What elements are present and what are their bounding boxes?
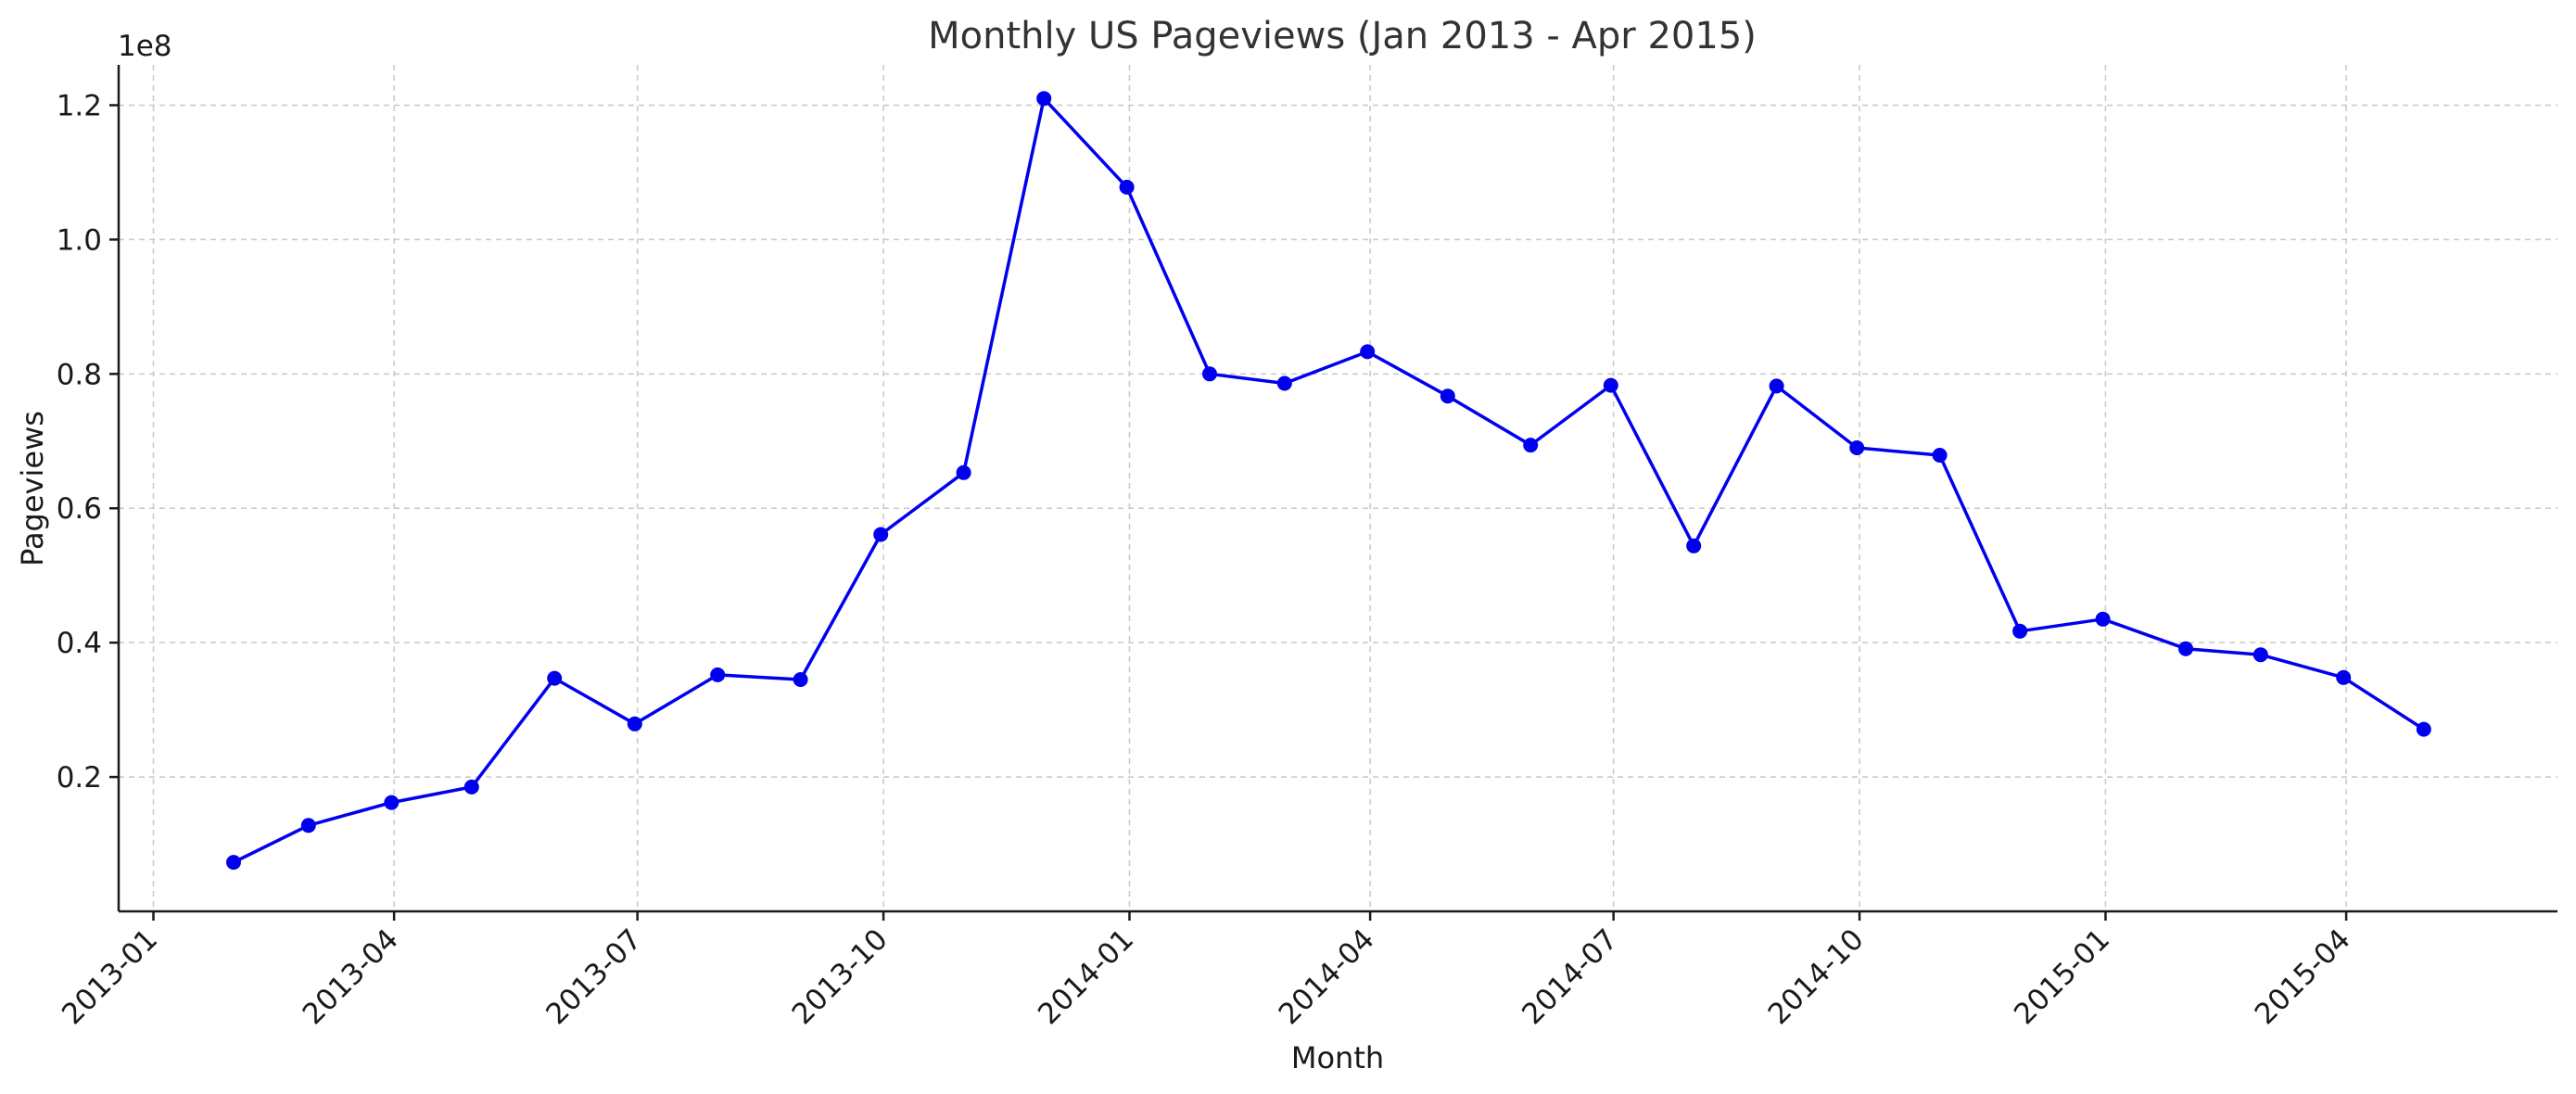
x-tick-label: 2015-04 (2249, 922, 2357, 1031)
data-point (793, 672, 808, 687)
x-tick-label: 2015-01 (2008, 922, 2116, 1031)
data-point (627, 716, 642, 731)
series-line (233, 96, 2425, 864)
y-tick-label: 0.6 (57, 492, 102, 526)
y-tick-label: 0.8 (57, 358, 102, 391)
x-tick-label: 2013-04 (297, 922, 405, 1031)
data-point (384, 795, 400, 810)
x-tick-label: 2014-01 (1032, 922, 1140, 1031)
x-tick-label: 2013-10 (786, 922, 895, 1031)
y-tick-label: 0.4 (57, 627, 102, 660)
x-axis-label: Month (1291, 1040, 1384, 1075)
data-point (2252, 647, 2268, 663)
y-tick-label: 0.2 (57, 761, 102, 795)
data-point (1849, 440, 1865, 455)
data-point (1769, 378, 1784, 394)
axes (117, 65, 2557, 913)
data-point (1686, 538, 1702, 553)
data-point (300, 818, 316, 833)
data-point (1202, 366, 1217, 382)
data-point (873, 527, 889, 542)
x-tick-label: 2014-07 (1516, 922, 1624, 1031)
data-point (1036, 91, 1052, 107)
data-point (2012, 623, 2028, 639)
data-point (2178, 641, 2193, 656)
y-tick-label: 1.0 (57, 223, 102, 257)
grid (119, 65, 2557, 911)
y-axis-ticks: 0.2 0.4 0.6 0.8 1.0 1.2 (57, 89, 119, 795)
y-axis-offset-label: 1e8 (118, 30, 172, 63)
chart-title: Monthly US Pageviews (Jan 2013 - Apr 201… (928, 15, 1757, 57)
data-point (1523, 438, 1539, 453)
data-point (956, 464, 971, 480)
data-point (2416, 721, 2431, 737)
data-point (463, 779, 479, 795)
data-point (1119, 179, 1135, 195)
series-layer (226, 91, 2431, 871)
data-point (710, 667, 726, 682)
data-point (1603, 377, 1618, 393)
data-point (1440, 388, 1455, 404)
x-tick-label: 2014-10 (1762, 922, 1871, 1031)
data-point (2095, 611, 2111, 627)
y-axis-label: Pageviews (15, 411, 50, 566)
x-axis-ticks: 2013-01 2013-04 2013-07 2013-10 2014-01 2014-… (56, 911, 2357, 1031)
x-tick-label: 2013-07 (539, 922, 648, 1031)
data-point (1360, 344, 1376, 360)
data-point (1276, 375, 1292, 391)
x-tick-label: 2013-01 (56, 922, 164, 1031)
data-point (547, 670, 563, 686)
x-tick-label: 2014-04 (1273, 922, 1381, 1031)
data-point (226, 855, 241, 871)
data-point (1932, 448, 1948, 463)
data-point (2336, 669, 2352, 685)
y-tick-label: 1.2 (57, 89, 102, 122)
